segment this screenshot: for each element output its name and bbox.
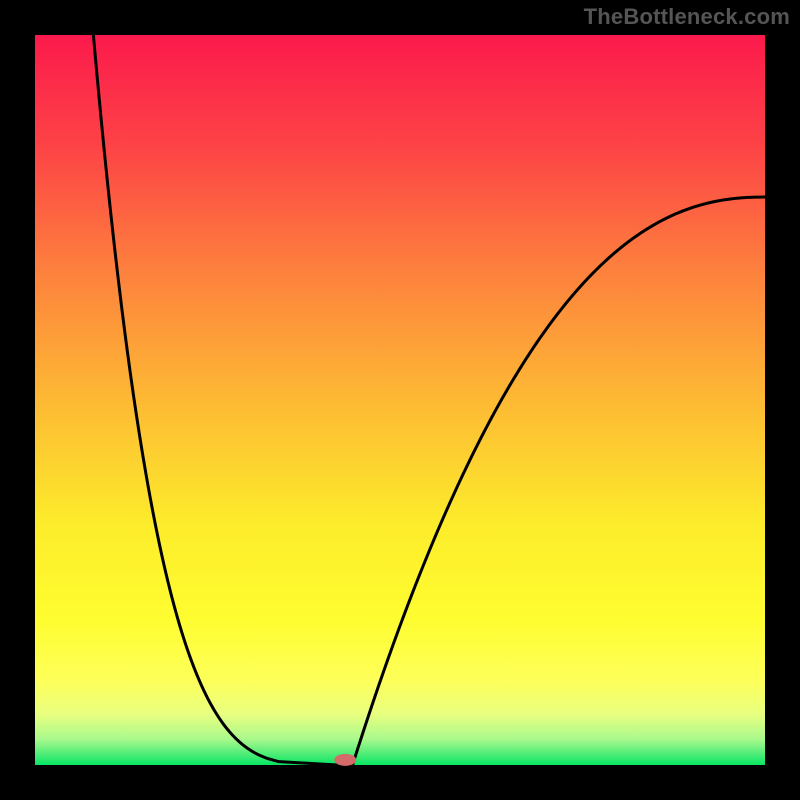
chart-frame: TheBottleneck.com [0,0,800,800]
bottleneck-chart [0,0,800,800]
min-marker [334,754,356,766]
watermark-text: TheBottleneck.com [584,4,790,30]
plot-background [35,35,765,765]
